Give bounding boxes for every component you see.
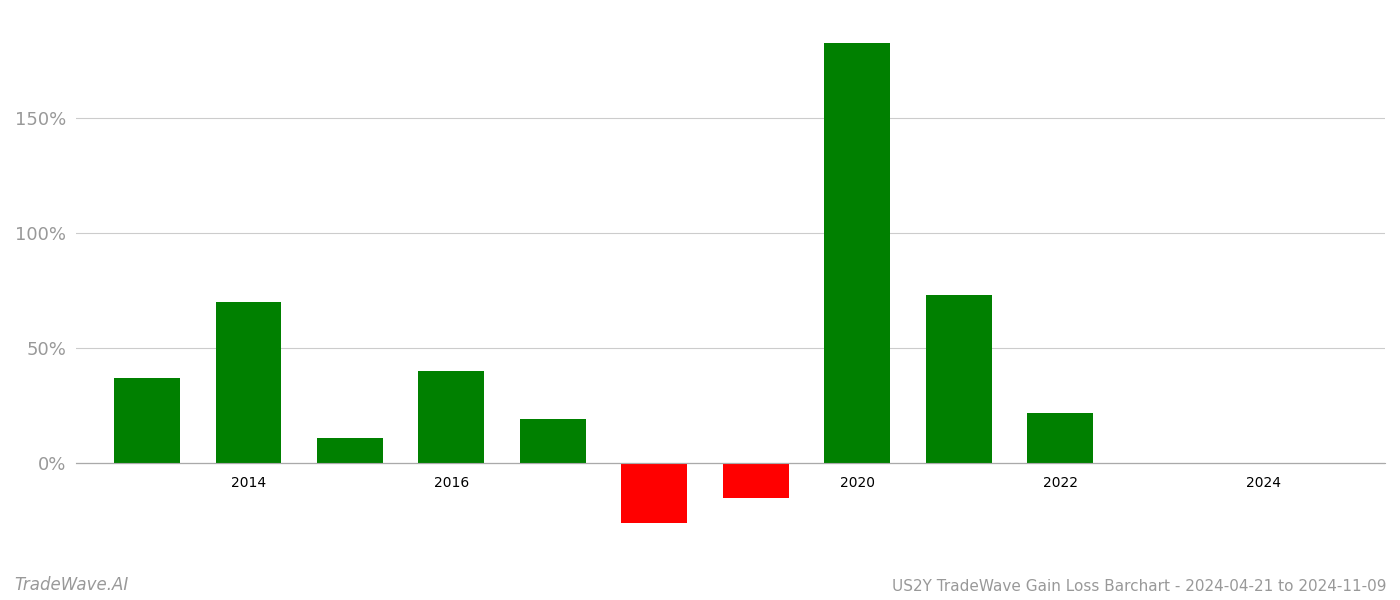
Bar: [316, 438, 384, 463]
Bar: [216, 302, 281, 463]
Bar: [825, 43, 890, 463]
Bar: [622, 463, 687, 523]
Bar: [1028, 413, 1093, 463]
Text: TradeWave.AI: TradeWave.AI: [14, 576, 129, 594]
Bar: [925, 295, 991, 463]
Bar: [419, 371, 484, 463]
Bar: [519, 419, 585, 463]
Bar: [113, 378, 181, 463]
Text: US2Y TradeWave Gain Loss Barchart - 2024-04-21 to 2024-11-09: US2Y TradeWave Gain Loss Barchart - 2024…: [892, 579, 1386, 594]
Bar: [722, 463, 788, 497]
